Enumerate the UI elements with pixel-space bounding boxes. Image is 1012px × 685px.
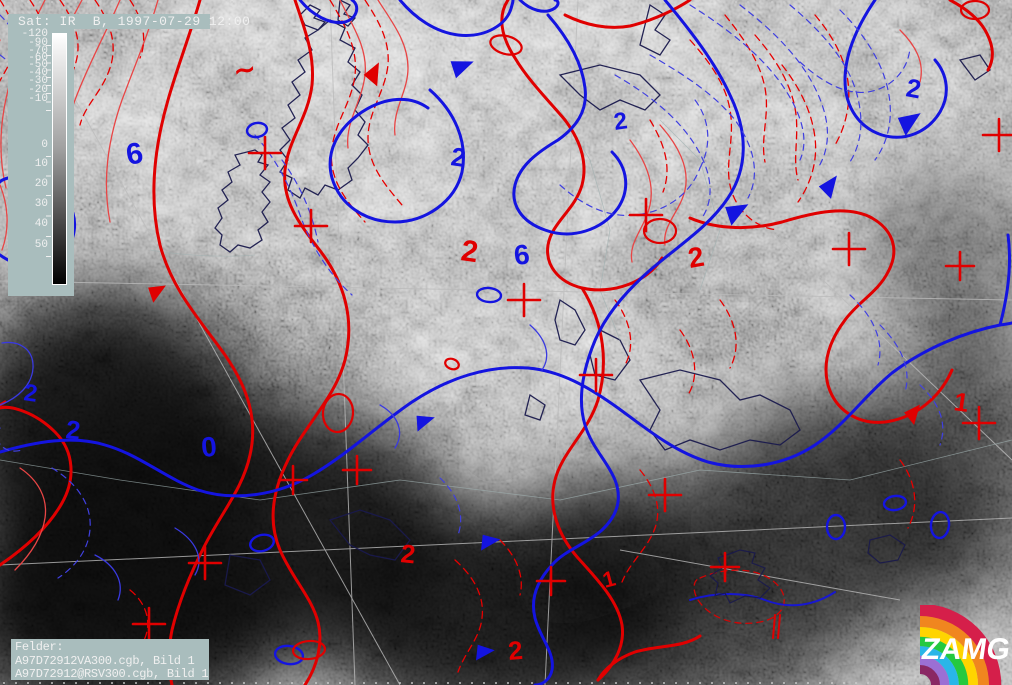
svg-text:2: 2 — [612, 107, 629, 136]
svg-text:∼: ∼ — [232, 53, 258, 86]
svg-text:2: 2 — [449, 141, 468, 173]
svg-text:2: 2 — [904, 72, 923, 104]
svg-text:2: 2 — [399, 538, 417, 569]
svg-text:ZAMG: ZAMG — [919, 633, 1012, 666]
svg-text:6: 6 — [512, 239, 531, 271]
svg-text:2: 2 — [22, 379, 39, 408]
svg-text:2: 2 — [686, 241, 707, 274]
svg-text:1: 1 — [952, 386, 971, 418]
svg-text:2: 2 — [507, 635, 524, 666]
svg-text:6: 6 — [123, 136, 145, 171]
svg-text:0: 0 — [200, 431, 218, 463]
svg-text:2: 2 — [459, 234, 480, 269]
